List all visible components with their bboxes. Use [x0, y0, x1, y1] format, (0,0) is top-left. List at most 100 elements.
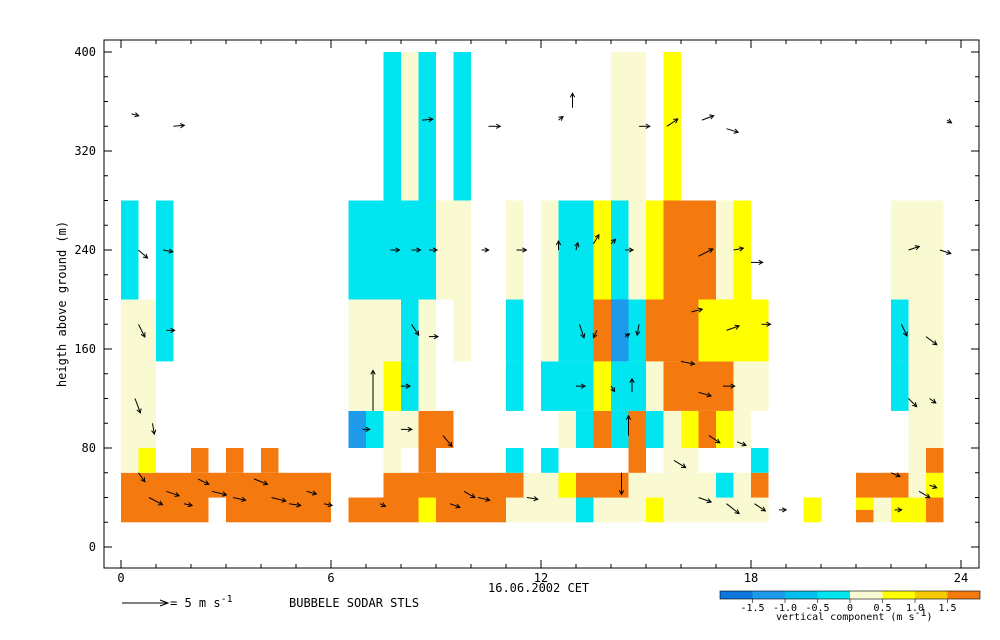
heatmap-cell	[716, 497, 734, 523]
wind-vector	[733, 247, 744, 251]
x-tick-label: 12	[534, 571, 548, 585]
heatmap-cell	[453, 497, 471, 523]
wind-vector	[166, 490, 180, 497]
heatmap-cell	[261, 448, 279, 473]
heatmap-cell	[436, 472, 454, 498]
heatmap-cell	[156, 299, 174, 362]
heatmap-cell	[366, 299, 384, 362]
wind-vector	[636, 324, 640, 336]
wind-vector	[698, 391, 712, 397]
wind-vector	[918, 490, 931, 499]
heatmap-cell	[436, 200, 454, 300]
heatmap-cell	[908, 410, 926, 448]
heatmap-cell	[348, 410, 366, 448]
heatmap-cell	[523, 472, 541, 498]
wind-vector-head	[311, 490, 318, 496]
wind-vector-head	[706, 498, 713, 504]
heatmap-cell	[156, 497, 174, 523]
heatmap-cell	[243, 472, 261, 498]
wind-vector-head	[428, 116, 434, 123]
heatmap-cell	[576, 410, 594, 448]
heatmap-cell	[121, 472, 139, 498]
heatmap-cell	[663, 448, 681, 473]
heatmap-cell	[138, 497, 156, 523]
wind-vector-head	[558, 115, 564, 121]
wind-vector-head	[706, 392, 713, 398]
wind-vector	[726, 503, 740, 514]
heatmap-cell	[506, 200, 524, 300]
wind-vector	[680, 360, 695, 365]
heatmap-cell	[593, 299, 611, 362]
wind-vector-head	[140, 477, 146, 483]
wind-vector-head	[179, 123, 186, 129]
heatmap-cell	[908, 200, 926, 300]
y-tick-label: 160	[74, 342, 96, 356]
wind-vector-head	[734, 324, 741, 330]
heatmap-cell	[611, 472, 629, 498]
heatmap-cell	[733, 361, 751, 411]
heatmap-cell	[576, 472, 594, 498]
heatmap-cell	[926, 299, 944, 362]
heatmap-cell	[418, 410, 436, 448]
heatmap-cell	[173, 497, 191, 523]
wind-vector-head	[574, 241, 580, 248]
heatmap-cell	[611, 299, 629, 362]
heatmap-cell	[121, 448, 139, 473]
y-tick-label: 320	[74, 144, 96, 158]
heatmap-cell	[488, 472, 506, 498]
heatmap-cell	[593, 200, 611, 300]
colorbar-tick-label: 1.0	[906, 603, 924, 614]
wind-vector-head	[758, 259, 764, 266]
colorbar-tick-label: 0.5	[873, 603, 891, 614]
wind-vector-head	[931, 398, 937, 404]
heatmap-cell	[663, 472, 681, 498]
colorbar-bin	[785, 591, 818, 599]
wind-vector-head	[365, 426, 371, 433]
heatmap-cell	[383, 361, 401, 411]
heatmap-cell	[646, 200, 664, 300]
wind-vector-head	[407, 426, 413, 433]
wind-vector-head	[730, 383, 736, 389]
heatmap-cell	[366, 410, 384, 448]
wind-vector-head	[485, 496, 491, 502]
wind-vector	[726, 128, 739, 133]
y-axis-label: heigth above ground (m)	[55, 221, 69, 387]
wind-vector-head	[738, 246, 745, 252]
heatmap-cell	[891, 299, 909, 362]
heatmap-cell	[716, 472, 734, 498]
heatmap-cell	[418, 472, 436, 498]
heatmap-cell	[681, 200, 699, 300]
heatmap-cell	[121, 497, 139, 523]
heatmap-cell	[401, 497, 419, 523]
heatmap-cell	[541, 497, 559, 523]
heatmap-cell	[541, 361, 559, 411]
wind-vector-head	[433, 333, 440, 340]
heatmap-cell	[803, 497, 821, 523]
heatmap-cell	[873, 497, 891, 523]
heatmap-cell	[541, 472, 559, 498]
wind-vector-head	[625, 414, 632, 421]
wind-vector	[736, 441, 747, 446]
heatmap-cell	[348, 200, 366, 300]
colorbar-bin	[915, 591, 948, 599]
heatmap-cell	[733, 497, 751, 523]
heatmap-cell	[908, 299, 926, 362]
heatmap-cell	[191, 497, 209, 523]
wind-vector-head	[912, 402, 918, 408]
colorbar-bin	[817, 591, 850, 599]
wind-vector-head	[168, 248, 174, 254]
wind-vector	[288, 503, 301, 506]
heatmap-cell	[681, 472, 699, 498]
wind-vector	[138, 249, 148, 259]
heatmap-cell	[348, 361, 366, 411]
x-tick-label: 18	[744, 571, 758, 585]
wind-vector	[610, 385, 616, 392]
wind-vector-head	[140, 332, 146, 338]
heatmap-cell	[558, 299, 576, 362]
heatmap-cell	[173, 472, 191, 498]
heatmap-cell	[191, 448, 209, 473]
heatmap-cell	[698, 200, 716, 300]
heatmap-cell	[663, 497, 681, 523]
heatmap-cell	[523, 497, 541, 523]
heatmap-cell	[698, 497, 716, 523]
